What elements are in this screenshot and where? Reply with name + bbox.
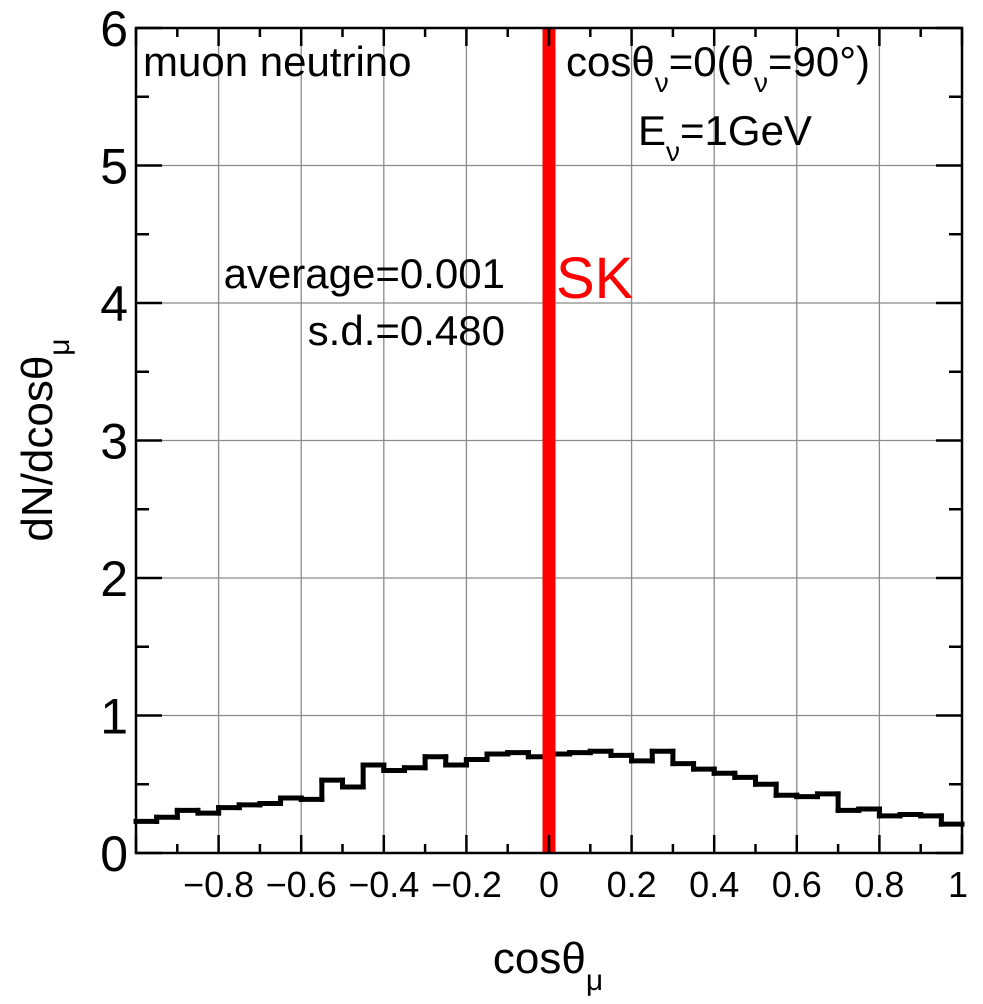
annotation-energy-sub: ν: [666, 136, 680, 167]
annotation-cos-prefix: cosθ: [566, 38, 655, 85]
annotation-cos-theta-nu: cosθν=0(θν=90°): [566, 38, 870, 98]
annotation-cos-sub2: ν: [754, 67, 768, 98]
x-tick-label-1: −0.6: [266, 864, 337, 905]
annotation-muon-neutrino: muon neutrino: [143, 38, 412, 85]
y-axis-title-sub: μ: [43, 338, 76, 355]
x-tick-label-4: 0: [539, 864, 559, 905]
x-tick-label-0: −0.8: [183, 864, 254, 905]
annotation-cos-suffix: =90°): [768, 38, 870, 85]
x-tick-label-9: 1: [948, 864, 968, 905]
annotation-energy: Eν=1GeV: [638, 107, 812, 167]
x-axis-title-sub: μ: [586, 964, 603, 997]
annotation-cos-sub: ν: [655, 67, 669, 98]
x-axis-title-main: cosθ: [493, 934, 586, 983]
y-tick-label-3: 3: [100, 414, 128, 470]
annotation-energy-suffix: =1GeV: [680, 107, 812, 154]
annotation-energy-prefix: E: [638, 107, 666, 154]
y-tick-label-2: 2: [100, 551, 128, 607]
annotation-cos-mid: =0(θ: [669, 38, 754, 85]
y-tick-label-0: 0: [100, 826, 128, 882]
y-tick-label-5: 5: [100, 139, 128, 195]
x-tick-label-6: 0.4: [689, 864, 739, 905]
histogram-series: [133, 748, 965, 827]
x-tick-label-2: −0.4: [348, 864, 419, 905]
x-axis-title: cosθμ: [493, 934, 603, 997]
sk-label: SK: [556, 246, 634, 311]
tick-marks: [134, 26, 964, 855]
x-tick-label-3: −0.2: [431, 864, 502, 905]
tick-labels: −0.8 −0.6 −0.4 −0.2 0 0.2 0.4 0.6 0.8 1 0 1 2 3 4 5 6: [100, 1, 968, 905]
y-axis-title: dN/dcosθμ: [13, 338, 76, 541]
y-tick-label-4: 4: [100, 276, 128, 332]
x-tick-label-8: 0.8: [854, 864, 904, 905]
annotation-sd: s.d.=0.480: [308, 307, 505, 354]
y-tick-label-6: 6: [100, 1, 128, 57]
x-tick-label-7: 0.6: [772, 864, 822, 905]
x-tick-label-5: 0.2: [607, 864, 657, 905]
y-axis-title-main: dN/dcosθ: [13, 356, 62, 542]
y-tick-label-1: 1: [100, 689, 128, 745]
annotation-average: average=0.001: [224, 250, 505, 297]
